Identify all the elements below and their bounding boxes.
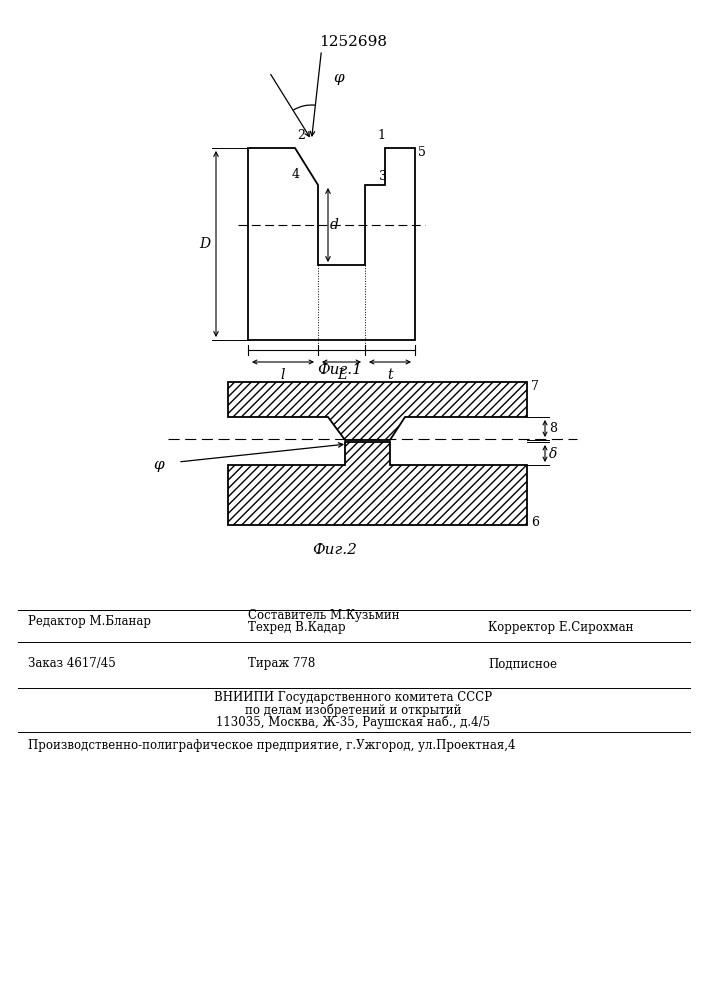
Text: Составитель М.Кузьмин: Составитель М.Кузьмин xyxy=(248,608,399,621)
Text: 4: 4 xyxy=(292,168,300,181)
Text: 8: 8 xyxy=(549,422,557,435)
Text: l: l xyxy=(281,368,285,382)
Text: Подписное: Подписное xyxy=(488,658,557,670)
Text: Редактор М.Бланар: Редактор М.Бланар xyxy=(28,615,151,629)
Text: d: d xyxy=(330,218,339,232)
Text: 113035, Москва, Ж-35, Раушская наб., д.4/5: 113035, Москва, Ж-35, Раушская наб., д.4… xyxy=(216,715,490,729)
Text: 1252698: 1252698 xyxy=(319,35,387,49)
Text: Заказ 4617/45: Заказ 4617/45 xyxy=(28,658,116,670)
Text: D: D xyxy=(199,237,210,251)
Text: 7: 7 xyxy=(531,380,539,393)
Text: δ: δ xyxy=(549,446,557,460)
Text: Тираж 778: Тираж 778 xyxy=(248,658,315,670)
Text: φ: φ xyxy=(153,458,164,472)
Text: Производственно-полиграфическое предприятие, г.Ужгород, ул.Проектная,4: Производственно-полиграфическое предприя… xyxy=(28,740,515,752)
Polygon shape xyxy=(228,442,527,525)
Text: по делам изобретений и открытий: по делам изобретений и открытий xyxy=(245,703,461,717)
Text: Фиг.1: Фиг.1 xyxy=(317,363,363,377)
Polygon shape xyxy=(228,382,527,440)
Text: 1: 1 xyxy=(377,129,385,142)
Text: L: L xyxy=(337,368,346,382)
Text: 3: 3 xyxy=(379,170,387,183)
Text: Корректор Е.Сирохман: Корректор Е.Сирохман xyxy=(488,621,633,635)
Text: 5: 5 xyxy=(418,146,426,159)
Text: φ: φ xyxy=(334,71,344,85)
Text: t: t xyxy=(387,368,393,382)
Text: Техред В.Кадар: Техред В.Кадар xyxy=(248,621,346,635)
Text: 2: 2 xyxy=(297,129,305,142)
Text: 6: 6 xyxy=(531,516,539,528)
Text: Фиг.2: Фиг.2 xyxy=(312,543,358,557)
Text: ВНИИПИ Государственного комитета СССР: ВНИИПИ Государственного комитета СССР xyxy=(214,692,492,704)
